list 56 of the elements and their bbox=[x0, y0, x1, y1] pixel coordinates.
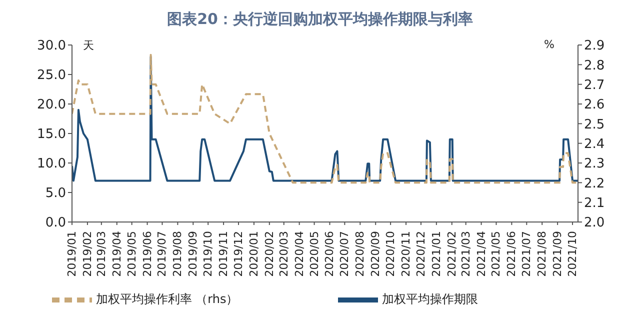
y2-tick-label: 2.0 bbox=[584, 216, 605, 231]
legend-label: 加权平均操作利率 （rhs） bbox=[96, 292, 238, 306]
y-tick-label: 15.0 bbox=[37, 127, 66, 142]
x-tick-label: 2019/07 bbox=[156, 231, 169, 277]
y2-tick-label: 2.4 bbox=[584, 136, 605, 152]
x-tick-label: 2019/03 bbox=[94, 231, 108, 277]
x-tick-label: 2019/06 bbox=[140, 231, 154, 277]
y2-axis-title: % bbox=[544, 38, 554, 51]
x-tick-label: 2020/06 bbox=[323, 231, 336, 277]
x-tick-label: 2021/01 bbox=[430, 231, 443, 277]
x-tick-label: 2021/06 bbox=[505, 231, 518, 277]
x-tick-label: 2020/05 bbox=[308, 231, 321, 277]
x-tick-label: 2021/07 bbox=[520, 231, 534, 277]
y-tick-label: 20.0 bbox=[37, 98, 66, 113]
y2-tick-label: 2.3 bbox=[584, 156, 605, 172]
y-tick-label: 0.0 bbox=[45, 216, 66, 231]
x-tick-label: 2019/12 bbox=[232, 231, 246, 277]
x-tick-label: 2021/05 bbox=[490, 231, 503, 277]
x-tick-label: 2019/02 bbox=[80, 231, 94, 277]
y2-tick-label: 2.1 bbox=[584, 196, 605, 211]
y-axis-title: 天 bbox=[83, 38, 94, 53]
chart-title: 图表20：央行逆回购加权平均操作期限与利率 bbox=[166, 9, 474, 30]
x-tick-label: 2020/04 bbox=[292, 231, 306, 277]
y-tick-label: 5.0 bbox=[45, 186, 66, 202]
y-tick-label: 10.0 bbox=[37, 156, 66, 172]
x-tick-label: 2020/11 bbox=[400, 231, 413, 277]
x-tick-label: 2021/03 bbox=[459, 231, 472, 277]
x-tick-label: 2019/01 bbox=[66, 231, 78, 277]
y-tick-label: 30.0 bbox=[37, 38, 66, 54]
x-tick-label: 2020/12 bbox=[414, 231, 428, 277]
x-tick-label: 2021/10 bbox=[566, 231, 580, 277]
x-tick-label: 2021/08 bbox=[536, 231, 549, 277]
y2-tick-label: 2.6 bbox=[584, 98, 605, 113]
x-tick-label: 2020/09 bbox=[369, 231, 382, 277]
x-tick-label: 2020/07 bbox=[338, 231, 352, 277]
x-tick-label: 2020/08 bbox=[354, 231, 367, 277]
x-tick-label: 2019/05 bbox=[125, 231, 138, 277]
x-tick-label: 2021/02 bbox=[445, 231, 458, 277]
y2-tick-label: 2.8 bbox=[584, 58, 605, 74]
legend-label: 加权平均操作期限 bbox=[382, 292, 478, 306]
x-tick-label: 2020/03 bbox=[277, 231, 290, 277]
x-tick-label: 2019/11 bbox=[217, 231, 230, 277]
y2-tick-label: 2.5 bbox=[584, 117, 605, 132]
y2-tick-label: 2.9 bbox=[584, 38, 605, 54]
y2-tick-label: 2.2 bbox=[584, 176, 605, 192]
x-tick-label: 2019/04 bbox=[110, 231, 124, 277]
x-tick-label: 2020/02 bbox=[262, 231, 276, 277]
x-tick-label: 2020/01 bbox=[247, 231, 260, 277]
x-tick-label: 2019/09 bbox=[186, 231, 200, 277]
x-tick-label: 2020/10 bbox=[384, 231, 398, 277]
y-tick-label: 25.0 bbox=[37, 68, 66, 84]
x-tick-label: 2021/09 bbox=[551, 231, 564, 277]
x-tick-label: 2019/10 bbox=[202, 231, 215, 277]
x-tick-label: 2021/04 bbox=[474, 231, 488, 277]
y2-tick-label: 2.7 bbox=[584, 78, 605, 93]
x-tick-label: 2019/08 bbox=[171, 231, 184, 277]
